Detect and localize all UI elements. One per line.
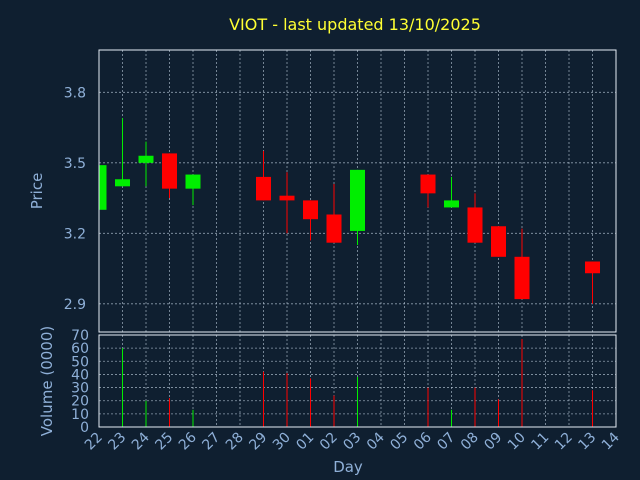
price-tick-label: 3.2 <box>64 226 86 242</box>
volume-axis-label: Volume (0000) <box>38 326 56 436</box>
candle-body <box>326 214 342 243</box>
candle-body <box>185 174 201 189</box>
x-tick-label: 01 <box>293 430 317 454</box>
candle-body <box>99 165 107 210</box>
x-tick-label: 11 <box>528 430 552 454</box>
x-tick-label: 27 <box>199 430 223 454</box>
candle-body <box>279 195 295 201</box>
x-tick-label: 24 <box>129 429 153 453</box>
candle-body <box>444 200 459 208</box>
candle-body <box>256 176 271 201</box>
x-tick-label: 25 <box>152 430 176 454</box>
price-tick-label: 3.5 <box>64 156 86 172</box>
x-tick-label: 10 <box>505 430 529 454</box>
x-tick-label: 28 <box>223 430 247 454</box>
x-tick-label: 29 <box>246 430 270 454</box>
x-tick-label: 12 <box>552 430 576 454</box>
volume-tick-label: 30 <box>71 381 89 397</box>
candle-body <box>420 174 436 194</box>
candle-body <box>138 155 154 163</box>
candle-body <box>115 179 130 187</box>
x-tick-label: 09 <box>481 430 505 454</box>
volume-tick-label: 0 <box>80 420 89 436</box>
x-tick-label: 02 <box>317 430 341 454</box>
candle-body <box>585 261 600 274</box>
x-tick-label: 13 <box>575 430 599 454</box>
x-tick-label: 30 <box>270 430 294 454</box>
price-marks <box>98 118 600 304</box>
x-tick-label: 26 <box>176 429 200 453</box>
price-tick-labels: 2.9 3.2 3.5 3.8 <box>64 85 86 312</box>
volume-panel-frame <box>98 334 617 428</box>
x-tick-label: 07 <box>434 430 458 454</box>
x-tick-labels: 22 23 24 25 26 27 28 29 30 01 02 03 04 05 06 07 08 09 10 11… <box>82 429 623 453</box>
x-tick-label: 05 <box>387 430 411 454</box>
price-panel-frame <box>98 49 617 333</box>
candle-body <box>162 153 177 189</box>
price-axis-label: Price <box>28 173 46 210</box>
candle-body <box>467 207 483 243</box>
candle-body <box>514 256 530 300</box>
x-tick-label: 06 <box>411 429 435 453</box>
candle-body <box>350 169 365 231</box>
volume-tick-label: 10 <box>71 407 89 423</box>
volume-marks <box>122 338 593 427</box>
chart-title: VIOT - last updated 13/10/2025 <box>229 15 481 34</box>
volume-tick-label: 70 <box>71 328 89 344</box>
x-tick-label: 08 <box>458 430 482 454</box>
volume-tick-label: 20 <box>71 394 89 410</box>
x-tick-label: 14 <box>599 429 623 453</box>
price-tick-label: 3.8 <box>64 85 86 101</box>
candle-body <box>491 226 506 257</box>
volume-tick-label: 40 <box>71 367 89 383</box>
candle-body <box>303 200 318 220</box>
x-tick-label: 04 <box>364 429 388 453</box>
x-tick-label: 23 <box>105 430 129 454</box>
price-tick-label: 2.9 <box>64 297 86 313</box>
volume-tick-label: 50 <box>71 354 89 370</box>
volume-tick-label: 60 <box>71 341 89 357</box>
x-axis-label: Day <box>333 458 363 476</box>
x-tick-label: 03 <box>340 430 364 454</box>
